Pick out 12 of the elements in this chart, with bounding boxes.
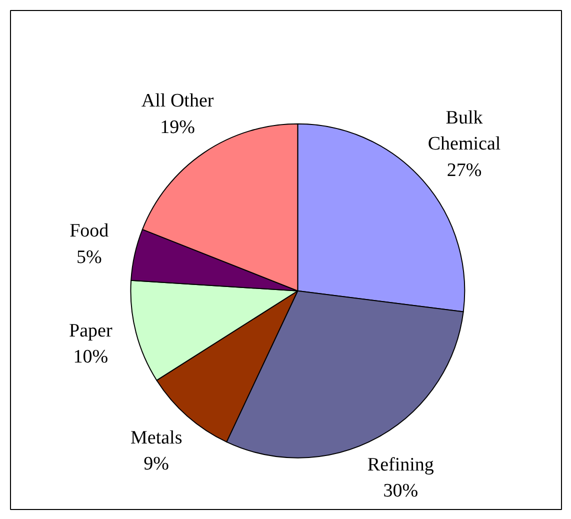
data-label: 19% — [160, 116, 196, 138]
data-label: 27% — [446, 160, 482, 181]
slice-label: Food — [70, 220, 110, 242]
data-label: 9% — [144, 454, 170, 475]
data-label: 30% — [383, 480, 418, 502]
slice-label: Bulk Chemical — [428, 107, 501, 155]
data-label: 5% — [76, 246, 102, 268]
slice-label: All Other — [141, 90, 214, 112]
data-label: 10% — [73, 346, 108, 368]
slice-label: Metals — [130, 427, 182, 448]
slice-label: Paper — [69, 320, 113, 342]
slice-label: Refining — [367, 454, 434, 476]
